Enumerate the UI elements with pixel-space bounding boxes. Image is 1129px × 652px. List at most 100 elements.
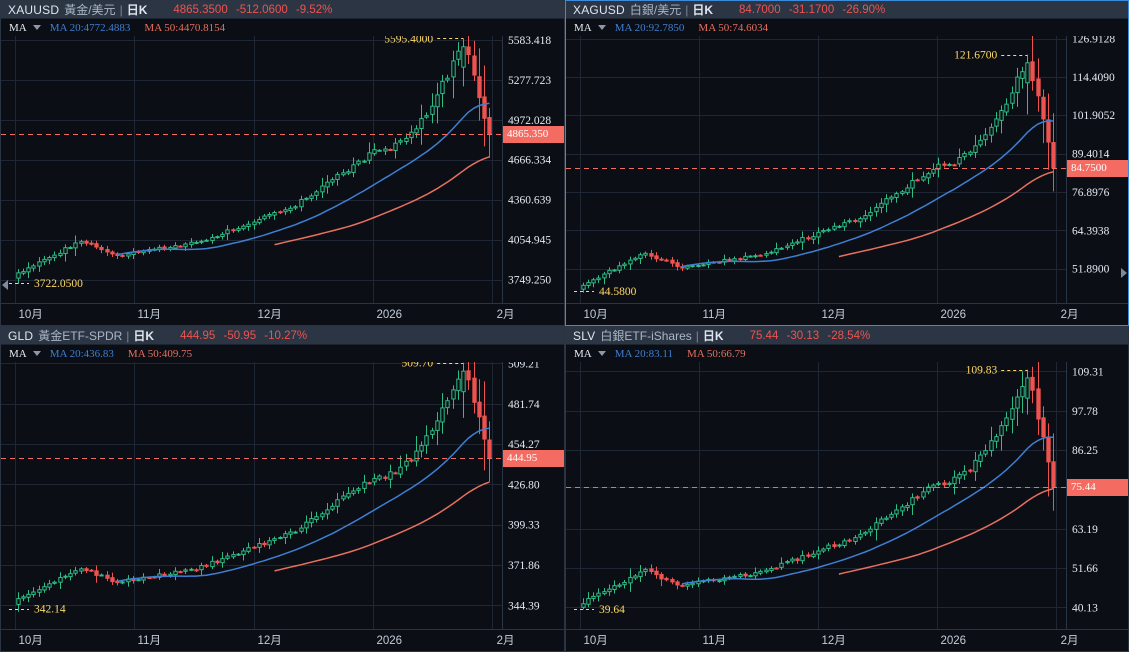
y-axis-tick: 481.74	[508, 399, 540, 411]
high-marker-label: 121.6700	[954, 50, 997, 62]
plot-area[interactable]: 121.6700 44.5800 126.9128 114.4090 101.9052 8…	[566, 20, 1128, 325]
y-axis-tick: 4054.945	[508, 235, 551, 247]
y-axis-tick: 126.9128	[1072, 34, 1115, 46]
ma20-value: MA 20:83.11	[614, 347, 673, 360]
symbol-code: GLD	[8, 328, 34, 343]
x-axis-tick: 12月	[258, 309, 282, 321]
y-axis-tick: 371.86	[508, 560, 540, 572]
quote-change: -31.1700	[788, 3, 835, 16]
candles	[16, 34, 492, 285]
x-axis-tick: 2026	[941, 635, 967, 647]
symbol-separator: |	[126, 328, 130, 343]
high-marker-label: 109.83	[966, 365, 998, 377]
y-axis-tick: 454.27	[508, 439, 540, 451]
symbol-code: SLV	[573, 328, 596, 343]
panel-header: XAGUSD 白銀/美元 | 日K 84.7000 -31.1700 -26.9…	[566, 1, 1128, 19]
y-axis-tick: 89.4014	[1072, 149, 1110, 161]
ma50-value: MA 50:66.79	[687, 347, 746, 360]
x-axis-tick: 11月	[703, 309, 726, 321]
low-marker-label: 39.64	[599, 604, 625, 616]
quote-change-pct: -26.90%	[842, 3, 886, 16]
last-price-tag: 84.7500	[1067, 159, 1128, 177]
ma50-value: MA 50:4470.8154	[144, 21, 226, 34]
x-axis-tick: 2月	[1061, 309, 1079, 321]
chevron-down-icon[interactable]	[32, 25, 41, 30]
symbol-code: XAUUSD	[8, 2, 60, 17]
quote-summary: 84.7000 -31.1700 -26.90%	[739, 4, 890, 16]
quote-change-pct: -10.27%	[264, 329, 308, 342]
chart-panel-slv[interactable]: SLV 白銀ETF-iShares | 日K 75.44 -30.13 -28.…	[565, 326, 1129, 652]
ma-legend-tag: MA	[9, 21, 27, 34]
chart-panel-xauusd[interactable]: XAUUSD 黃金/美元 | 日K 4865.3500 -512.0600 -9…	[0, 0, 565, 326]
y-axis-tick: 64.3938	[1072, 225, 1110, 237]
x-axis-tick: 2月	[1061, 635, 1079, 647]
period-label: 日K	[133, 329, 155, 343]
quote-summary: 75.44 -30.13 -28.54%	[750, 330, 876, 342]
x-axis-tick: 11月	[703, 635, 726, 647]
x-axis-tick: 11月	[138, 309, 161, 321]
x-axis-tick: 10月	[19, 309, 43, 321]
x-axis-tick: 10月	[584, 635, 608, 647]
x-axis-tick: 2月	[497, 635, 515, 647]
plot-area[interactable]: 509.70 342.14 509.21 481.74 454.27 426.80 399.…	[1, 346, 564, 651]
y-axis-tick: 4666.334	[508, 155, 551, 167]
x-axis-tick: 12月	[822, 635, 846, 647]
symbol-separator: |	[685, 2, 689, 17]
symbol-name: 黃金/美元	[64, 3, 116, 17]
chevron-down-icon[interactable]	[597, 25, 606, 30]
symbol-code: XAGUSD	[573, 2, 625, 17]
y-axis-tick: 4972.028	[508, 115, 551, 127]
ma20-value: MA 20:436.83	[49, 347, 114, 360]
plot-area[interactable]: 109.83 39.64 109.31 97.78 86.25 75.44 63.19 51.…	[566, 346, 1128, 651]
chart-canvas[interactable]: 5595.4000 3722.0500 5583.418 5277.723 4972.0…	[1, 20, 564, 325]
x-axis-tick: 11月	[138, 635, 161, 647]
scroll-right-arrow[interactable]	[1121, 268, 1127, 278]
high-marker-label: 5595.4000	[384, 33, 433, 45]
symbol-name: 白銀/美元	[629, 3, 682, 17]
y-axis-tick: 344.39	[508, 600, 540, 612]
ma20-value: MA 20:92.7850	[614, 21, 685, 34]
quote-summary: 4865.3500 -512.0600 -9.52%	[173, 4, 337, 16]
period-label: 日K	[692, 3, 714, 17]
chart-canvas[interactable]: 109.83 39.64 109.31 97.78 86.25 75.44 63.19 51.…	[566, 346, 1128, 651]
panel-header: GLD 黃金ETF-SPDR | 日K 444.95 -50.95 -10.27…	[1, 327, 564, 345]
scroll-left-arrow[interactable]	[2, 280, 8, 290]
ma20-value: MA 20:4772.4883	[49, 21, 131, 34]
y-axis-tick: 4360.639	[508, 195, 551, 207]
chart-panel-xagusd[interactable]: XAGUSD 白銀/美元 | 日K 84.7000 -31.1700 -26.9…	[565, 0, 1129, 326]
panel-header: XAUUSD 黃金/美元 | 日K 4865.3500 -512.0600 -9…	[1, 1, 564, 19]
x-axis-tick: 10月	[584, 309, 608, 321]
x-axis-tick: 12月	[822, 309, 846, 321]
x-axis-tick: 12月	[258, 635, 282, 647]
quote-change-pct: -9.52%	[295, 3, 333, 16]
ma50-value: MA 50:74.6034	[698, 21, 769, 34]
y-axis-tick: 101.9052	[1072, 110, 1115, 122]
quote-change: -50.95	[223, 329, 257, 342]
quote-change: -30.13	[786, 329, 820, 342]
x-axis-tick: 10月	[19, 635, 43, 647]
chevron-down-icon[interactable]	[597, 351, 606, 356]
last-price-tag: 444.95	[503, 449, 564, 467]
quote-last: 75.44	[749, 329, 779, 342]
y-axis-tick: 86.25	[1072, 445, 1098, 457]
y-axis-tick: 63.19	[1072, 524, 1098, 536]
ma-legend: MA MA 20:92.7850 MA 50:74.6034	[566, 19, 1128, 36]
ma-legend: MA MA 20:4772.4883 MA 50:4470.8154	[1, 19, 564, 36]
chart-panel-gld[interactable]: GLD 黃金ETF-SPDR | 日K 444.95 -50.95 -10.27…	[0, 326, 565, 652]
candles	[16, 347, 492, 612]
low-marker-label: 3722.0500	[34, 278, 83, 290]
chart-canvas[interactable]: 509.70342.14509.21481.74454.27426.80399.…	[1, 346, 564, 651]
symbol-name: 黃金ETF-SPDR	[38, 329, 123, 343]
x-axis-tick: 2026	[941, 309, 967, 321]
low-marker-label: 342.14	[34, 604, 66, 616]
chevron-down-icon[interactable]	[32, 351, 41, 356]
chart-canvas[interactable]: 121.6700 44.5800 126.9128 114.4090 101.9052 8…	[566, 20, 1128, 325]
period-label: 日K	[702, 329, 724, 343]
y-axis-tick: 97.78	[1072, 406, 1098, 418]
quote-change: -512.0600	[235, 3, 288, 16]
x-axis-tick: 2026	[377, 635, 403, 647]
y-axis-tick: 76.8976	[1072, 187, 1110, 199]
plot-area[interactable]: 5595.4000 3722.0500 5583.418 5277.723 4972.0…	[1, 20, 564, 325]
y-axis-tick: 399.33	[508, 520, 540, 532]
low-marker-label: 44.5800	[599, 286, 637, 298]
